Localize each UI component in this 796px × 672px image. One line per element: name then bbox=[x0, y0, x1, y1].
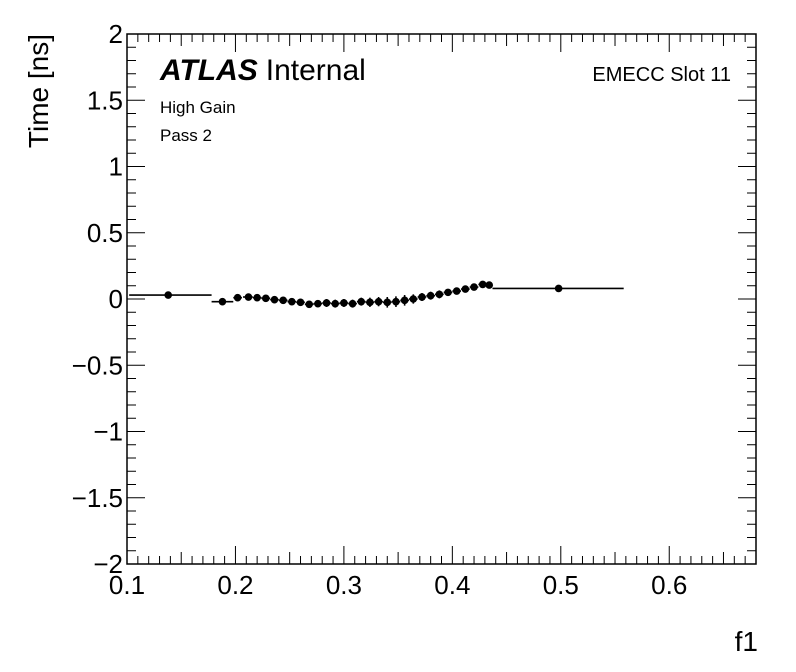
axis-ticks bbox=[126, 33, 757, 565]
y-tick-label: 1 bbox=[109, 152, 123, 182]
point-marker bbox=[233, 293, 242, 302]
pass-label: Pass 2 bbox=[160, 126, 212, 145]
point-marker bbox=[418, 293, 426, 301]
x-tick-label: 0.3 bbox=[326, 570, 362, 600]
point-marker bbox=[452, 287, 461, 295]
point-marker bbox=[322, 299, 331, 307]
atlas-label: ATLAS Internal bbox=[159, 54, 366, 87]
data-point bbox=[356, 297, 366, 306]
data-point bbox=[434, 290, 444, 299]
x-tick-label: 0.5 bbox=[543, 570, 579, 600]
point-marker bbox=[164, 291, 173, 299]
y-tick-label: 2 bbox=[109, 19, 123, 49]
data-point bbox=[330, 299, 340, 308]
data-point bbox=[129, 291, 212, 299]
point-marker bbox=[288, 297, 296, 306]
data-points bbox=[129, 280, 624, 309]
point-marker bbox=[435, 290, 444, 299]
point-marker bbox=[348, 299, 357, 308]
point-marker bbox=[357, 297, 366, 306]
point-marker bbox=[478, 280, 487, 289]
point-marker bbox=[218, 297, 227, 306]
data-point bbox=[417, 293, 427, 301]
data-point bbox=[233, 293, 242, 302]
point-marker bbox=[470, 283, 478, 291]
point-marker bbox=[270, 295, 279, 304]
x-tick-label: 0.1 bbox=[109, 570, 145, 600]
x-tick-label: 0.2 bbox=[217, 570, 253, 600]
data-point bbox=[426, 291, 435, 300]
data-point bbox=[243, 293, 253, 301]
point-marker bbox=[554, 284, 563, 293]
point-marker bbox=[374, 297, 383, 306]
point-marker bbox=[340, 299, 348, 307]
data-point bbox=[492, 284, 624, 293]
data-point bbox=[374, 297, 383, 307]
point-marker bbox=[331, 299, 340, 308]
data-point bbox=[211, 297, 234, 306]
region-label: EMECC Slot 11 bbox=[592, 64, 731, 86]
data-point bbox=[252, 293, 262, 302]
data-point bbox=[348, 299, 357, 308]
data-point bbox=[322, 299, 331, 307]
data-point bbox=[287, 297, 297, 306]
point-marker bbox=[244, 293, 253, 301]
data-point bbox=[313, 299, 323, 308]
atlas-status-text: Internal bbox=[266, 54, 366, 87]
point-marker bbox=[426, 291, 435, 300]
data-point bbox=[296, 298, 305, 307]
point-marker bbox=[305, 300, 313, 309]
data-point bbox=[339, 299, 349, 307]
y-tick-label: −1 bbox=[93, 417, 123, 447]
point-marker bbox=[444, 288, 452, 297]
point-marker bbox=[409, 295, 418, 303]
point-marker bbox=[253, 293, 261, 302]
data-point bbox=[408, 294, 418, 304]
gain-label: High Gain bbox=[160, 98, 236, 117]
y-axis-title: Time [ns] bbox=[23, 34, 54, 148]
y-tick-label: −0.5 bbox=[72, 350, 123, 380]
x-tick-labels: 0.1 0.2 0.3 0.4 0.5 0.6 bbox=[109, 570, 687, 600]
atlas-logo-text: ATLAS bbox=[159, 54, 258, 87]
data-point bbox=[443, 288, 453, 297]
point-marker bbox=[461, 285, 470, 293]
data-point bbox=[452, 287, 462, 295]
point-marker bbox=[400, 296, 409, 305]
data-point bbox=[261, 294, 271, 303]
point-marker bbox=[392, 297, 400, 306]
y-tick-label: 0.5 bbox=[87, 218, 123, 248]
x-tick-label: 0.6 bbox=[651, 570, 687, 600]
data-point bbox=[278, 296, 288, 305]
point-marker bbox=[262, 294, 270, 303]
data-point bbox=[469, 283, 479, 291]
point-marker bbox=[366, 298, 374, 307]
point-marker bbox=[383, 298, 392, 307]
point-marker bbox=[296, 298, 305, 307]
data-point bbox=[304, 300, 314, 309]
data-point bbox=[400, 295, 409, 306]
x-axis-title: f1 bbox=[735, 626, 758, 657]
data-point bbox=[461, 285, 470, 293]
point-marker bbox=[314, 299, 322, 308]
data-point bbox=[382, 297, 392, 308]
data-point bbox=[270, 295, 279, 304]
data-point bbox=[391, 296, 401, 307]
y-tick-label: −2 bbox=[93, 549, 123, 579]
point-marker bbox=[279, 296, 287, 305]
y-tick-label: −1.5 bbox=[72, 483, 123, 513]
point-marker bbox=[485, 281, 494, 289]
data-point bbox=[485, 281, 494, 289]
y-tick-label: 0 bbox=[109, 284, 123, 314]
y-tick-labels: −2 −1.5 −1 −0.5 0 0.5 1 1.5 2 bbox=[72, 19, 123, 579]
data-point bbox=[365, 297, 375, 307]
y-tick-label: 1.5 bbox=[87, 85, 123, 115]
x-tick-label: 0.4 bbox=[434, 570, 470, 600]
